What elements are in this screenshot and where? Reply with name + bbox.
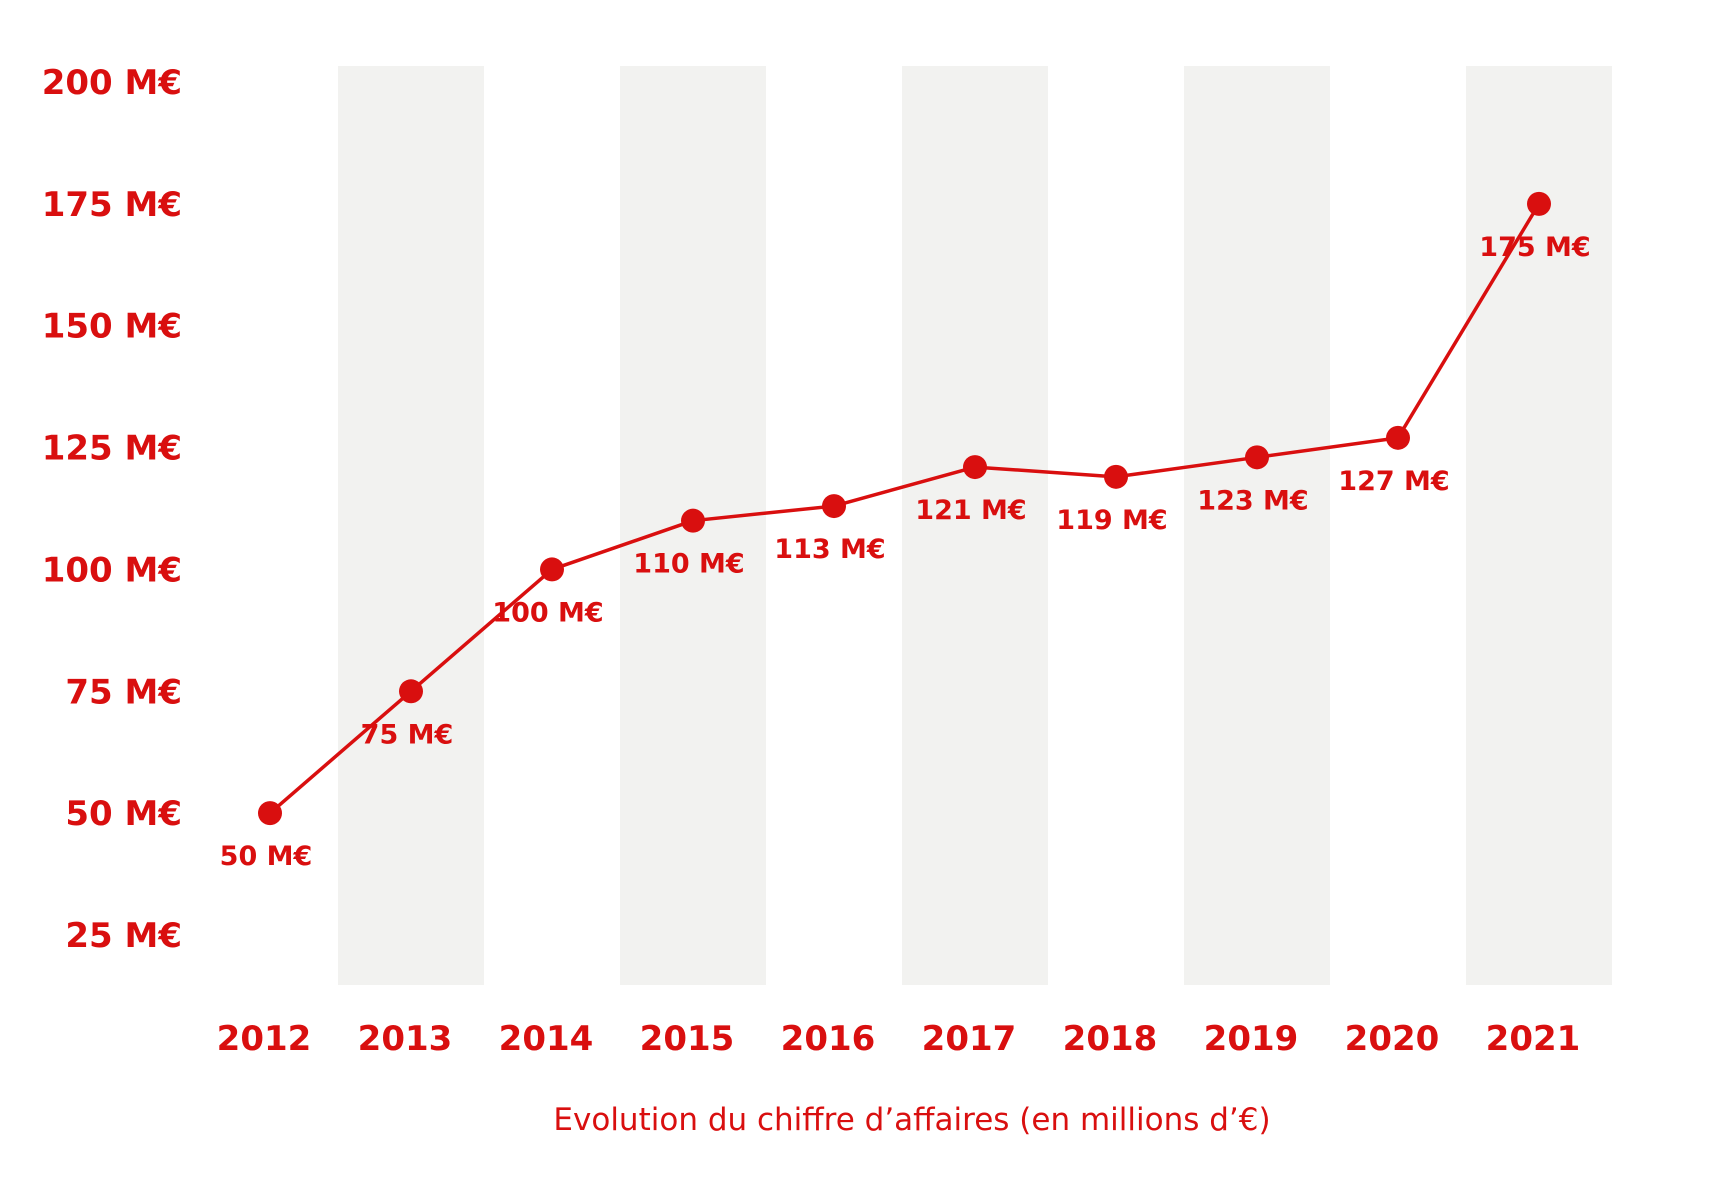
data-label: 123 M€	[1197, 485, 1308, 516]
y-tick-label: 150 M€	[42, 307, 182, 347]
x-tick-label: 2012	[217, 1019, 312, 1059]
data-point	[399, 679, 423, 704]
data-point	[540, 557, 564, 582]
band-2013	[338, 66, 484, 985]
y-tick-label: 125 M€	[42, 429, 182, 469]
x-tick-label: 2020	[1345, 1019, 1440, 1059]
x-tick-label: 2017	[922, 1019, 1017, 1059]
data-point	[1104, 464, 1128, 489]
data-point	[1245, 445, 1269, 470]
x-tick-label: 2021	[1486, 1019, 1581, 1059]
y-tick-label: 175 M€	[42, 185, 182, 225]
y-tick-label: 75 M€	[65, 672, 182, 712]
data-label: 127 M€	[1338, 466, 1449, 497]
y-tick-label: 25 M€	[65, 916, 182, 956]
band-2021	[1466, 66, 1612, 985]
data-points	[258, 191, 1551, 826]
data-point	[963, 455, 987, 480]
x-tick-label: 2016	[781, 1019, 876, 1059]
x-tick-label: 2013	[358, 1019, 453, 1059]
data-point	[822, 494, 846, 519]
y-tick-label: 50 M€	[65, 794, 182, 834]
x-axis-ticks: 2012 2013 2014 2015 2016 2017 2018 2019 2020 2021	[217, 1019, 1581, 1059]
y-tick-label: 200 M€	[42, 63, 182, 103]
y-tick-label: 100 M€	[42, 550, 182, 590]
data-label: 75 M€	[361, 719, 454, 750]
band-2017	[902, 66, 1048, 985]
data-point	[681, 508, 705, 533]
data-label: 175 M€	[1479, 232, 1590, 263]
x-tick-label: 2019	[1204, 1019, 1299, 1059]
x-tick-label: 2014	[499, 1019, 594, 1059]
y-axis-ticks: 200 M€ 175 M€ 150 M€ 125 M€ 100 M€ 75 M€ 50 M€…	[42, 63, 182, 956]
x-tick-label: 2015	[640, 1019, 735, 1059]
data-label: 119 M€	[1056, 505, 1167, 536]
data-point	[1527, 191, 1551, 216]
x-tick-label: 2018	[1063, 1019, 1158, 1059]
data-point	[1386, 425, 1410, 450]
data-labels: 50 M€ 75 M€ 100 M€ 110 M€ 113 M€ 121 M€ 119 M€…	[220, 232, 1591, 872]
x-axis-label: Evolution du chiffre d’affaires (en mill…	[553, 1102, 1270, 1138]
data-label: 100 M€	[492, 597, 603, 628]
data-point	[258, 801, 282, 826]
data-label: 121 M€	[915, 495, 1026, 526]
data-label: 50 M€	[220, 841, 313, 872]
band-2019	[1184, 66, 1330, 985]
data-label: 113 M€	[774, 534, 885, 565]
data-label: 110 M€	[633, 549, 744, 580]
series-line	[268, 202, 1541, 815]
